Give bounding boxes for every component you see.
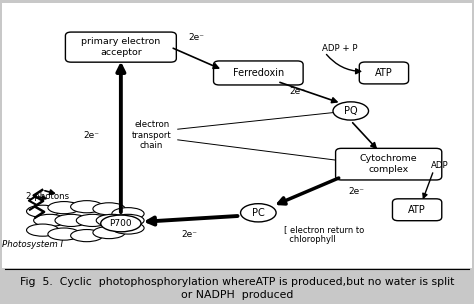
Text: ATP: ATP	[408, 205, 426, 215]
Text: electron
transport
chain: electron transport chain	[132, 120, 172, 150]
Ellipse shape	[76, 214, 109, 226]
Text: Fig  5.  Cyclic  photophosphorylation whereATP is produced,but no water is split: Fig 5. Cyclic photophosphorylation where…	[20, 277, 454, 287]
Ellipse shape	[333, 102, 368, 120]
Text: ATP: ATP	[375, 68, 393, 78]
Ellipse shape	[112, 208, 144, 220]
FancyBboxPatch shape	[213, 61, 303, 85]
Ellipse shape	[34, 214, 66, 226]
FancyBboxPatch shape	[336, 148, 442, 180]
Text: [ electron return to
  chlorophyll: [ electron return to chlorophyll	[284, 225, 365, 244]
Ellipse shape	[27, 224, 59, 236]
Text: 2 photons: 2 photons	[26, 192, 69, 201]
Text: or NADPH  produced: or NADPH produced	[181, 290, 293, 300]
Text: ADP + P: ADP + P	[322, 44, 358, 53]
Ellipse shape	[71, 230, 103, 242]
Ellipse shape	[100, 215, 141, 232]
Ellipse shape	[93, 203, 125, 215]
Text: primary electron
acceptor: primary electron acceptor	[81, 37, 161, 57]
FancyBboxPatch shape	[359, 62, 409, 84]
Text: 2e⁻: 2e⁻	[289, 87, 305, 96]
Text: Ferredoxin: Ferredoxin	[233, 68, 284, 78]
Text: ADP: ADP	[431, 161, 449, 170]
FancyBboxPatch shape	[65, 32, 176, 62]
Ellipse shape	[71, 201, 103, 213]
Ellipse shape	[93, 226, 125, 239]
Ellipse shape	[112, 222, 144, 234]
Ellipse shape	[27, 205, 59, 217]
Ellipse shape	[48, 228, 80, 240]
Text: 2e⁻: 2e⁻	[182, 230, 198, 239]
Text: Cytochrome
complex: Cytochrome complex	[360, 154, 418, 174]
Ellipse shape	[48, 202, 80, 214]
Text: P700: P700	[109, 219, 132, 228]
Ellipse shape	[55, 214, 87, 226]
FancyBboxPatch shape	[2, 3, 472, 268]
FancyBboxPatch shape	[392, 199, 442, 221]
Text: 2e⁻: 2e⁻	[348, 187, 365, 196]
Text: PQ: PQ	[344, 106, 357, 116]
Text: PC: PC	[252, 208, 264, 218]
Text: Photosystem I: Photosystem I	[2, 240, 64, 249]
Ellipse shape	[241, 204, 276, 222]
Text: 2e⁻: 2e⁻	[189, 33, 205, 42]
Ellipse shape	[112, 214, 144, 226]
Ellipse shape	[96, 214, 128, 226]
Text: 2e⁻: 2e⁻	[83, 131, 100, 140]
